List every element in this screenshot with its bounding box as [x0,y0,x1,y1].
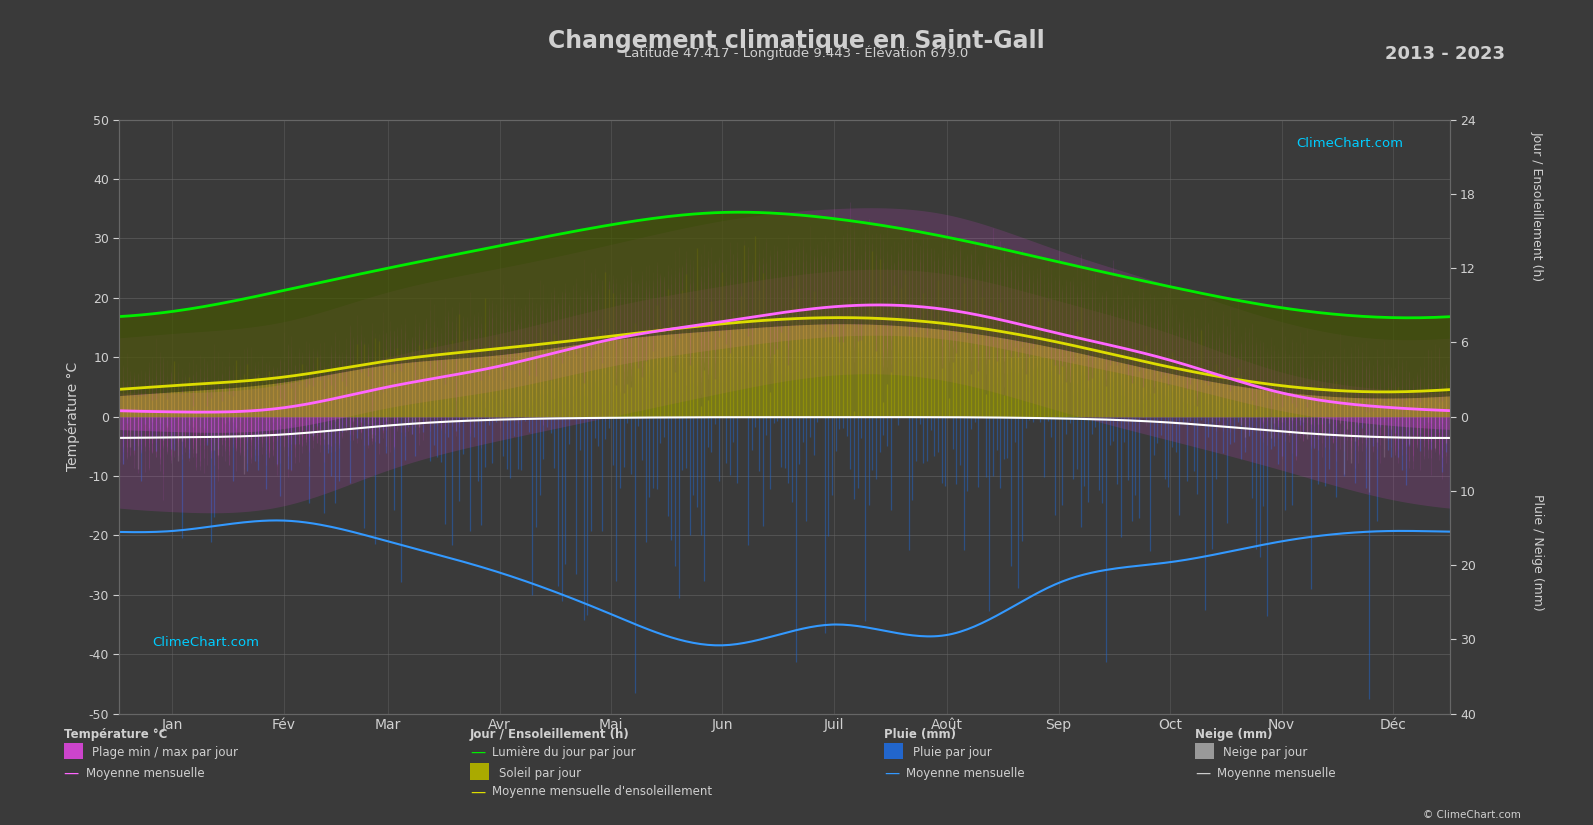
Text: Latitude 47.417 - Longitude 9.443 - Élévation 679.0: Latitude 47.417 - Longitude 9.443 - Élév… [624,45,969,60]
Text: Moyenne mensuelle: Moyenne mensuelle [86,766,204,780]
Text: ClimeChart.com: ClimeChart.com [153,636,260,649]
Text: 2013 - 2023: 2013 - 2023 [1386,45,1505,64]
Text: Moyenne mensuelle: Moyenne mensuelle [1217,766,1335,780]
Text: —: — [470,785,486,799]
Text: Lumière du jour par jour: Lumière du jour par jour [492,746,636,759]
Text: Jour / Ensoleillement (h): Jour / Ensoleillement (h) [470,728,629,742]
Text: Jour / Ensoleillement (h): Jour / Ensoleillement (h) [1531,131,1544,281]
Text: Moyenne mensuelle d'ensoleillement: Moyenne mensuelle d'ensoleillement [492,785,712,799]
Text: Température °C: Température °C [64,728,167,742]
Text: Neige par jour: Neige par jour [1223,746,1308,759]
Text: Plage min / max par jour: Plage min / max par jour [92,746,239,759]
Text: Pluie par jour: Pluie par jour [913,746,991,759]
Text: © ClimeChart.com: © ClimeChart.com [1424,810,1521,820]
Text: —: — [470,745,486,760]
Text: Pluie (mm): Pluie (mm) [884,728,956,742]
Text: Changement climatique en Saint-Gall: Changement climatique en Saint-Gall [548,29,1045,53]
Text: Pluie / Neige (mm): Pluie / Neige (mm) [1531,494,1544,611]
Text: ClimeChart.com: ClimeChart.com [1297,138,1403,150]
Text: —: — [64,766,80,780]
Text: —: — [1195,766,1211,780]
Text: Moyenne mensuelle: Moyenne mensuelle [906,766,1024,780]
Text: —: — [884,766,900,780]
Text: Soleil par jour: Soleil par jour [499,766,581,780]
Text: Neige (mm): Neige (mm) [1195,728,1273,742]
Y-axis label: Température °C: Température °C [65,362,80,471]
